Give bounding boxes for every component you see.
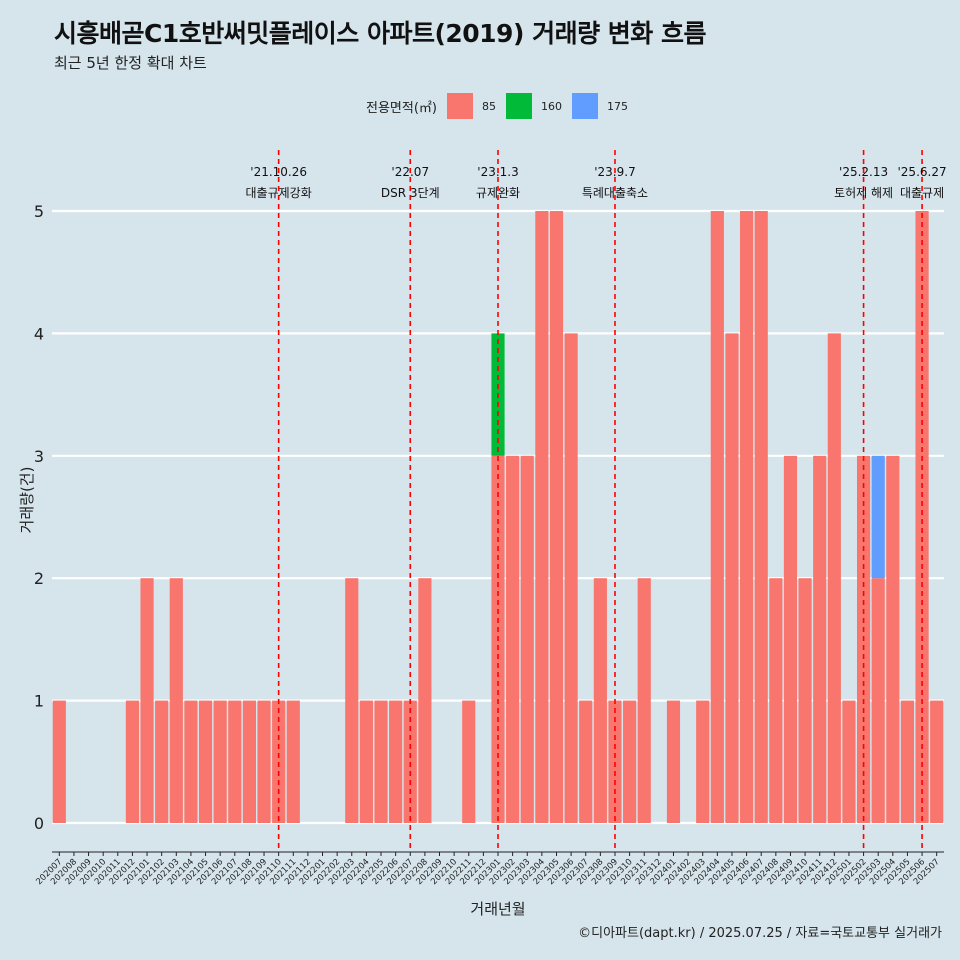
bar — [257, 700, 271, 823]
bar — [286, 700, 300, 823]
bar — [827, 333, 841, 823]
bar — [272, 700, 286, 823]
annotation-text: 대출규제강화 — [246, 186, 312, 200]
annotation-text: 대출규제 — [900, 186, 944, 200]
legend-item-160: 160 — [505, 93, 562, 119]
y-tick-label: 2 — [34, 569, 44, 588]
bar — [140, 578, 154, 823]
bar — [198, 700, 213, 823]
bar — [359, 700, 373, 823]
bar — [754, 211, 768, 823]
bar — [740, 211, 754, 823]
y-tick-label: 4 — [34, 324, 44, 343]
legend-item-175: 175 — [571, 93, 628, 119]
annotation-date: '22.07 — [391, 165, 429, 179]
bar — [915, 211, 929, 823]
bar — [184, 700, 198, 823]
annotation-date: '21.10.26 — [250, 165, 307, 179]
bar — [871, 455, 885, 579]
y-tick-label: 5 — [34, 202, 44, 221]
bar — [637, 578, 651, 823]
legend-title: 전용면적(㎡) — [366, 100, 437, 116]
bar — [608, 700, 622, 823]
annotation-date: '25.2.13 — [839, 165, 888, 179]
y-tick-label: 3 — [34, 447, 44, 466]
bar — [549, 211, 564, 823]
legend-swatch-85 — [446, 93, 473, 119]
bar — [462, 700, 476, 823]
bar — [666, 700, 681, 823]
legend-label-160: 160 — [540, 99, 562, 113]
bar — [535, 211, 549, 823]
bar — [593, 578, 607, 823]
annotation-text: DSR 3단계 — [381, 186, 440, 200]
chart-title: 시흥배곧C1호반써밋플레이스 아파트(2019) 거래량 변화 흐름 — [54, 19, 707, 48]
bar — [813, 455, 827, 823]
legend-item-85: 85 — [446, 93, 496, 119]
y-axis-title: 거래량(건) — [18, 467, 36, 534]
bar — [900, 700, 915, 823]
annotation-date: '23.9.7 — [594, 165, 635, 179]
bar — [389, 700, 403, 823]
chart-subtitle: 최근 5년 한정 확대 차트 — [54, 54, 207, 72]
x-axis-title: 거래년월 — [470, 900, 525, 918]
bar — [418, 578, 432, 823]
annotation-text: 토허제 해제 — [834, 186, 893, 200]
bar — [242, 700, 256, 823]
bar — [345, 578, 359, 823]
annotation-date: '23.1.3 — [477, 165, 518, 179]
bar — [169, 578, 183, 823]
bar — [886, 455, 900, 823]
bar — [769, 578, 783, 823]
legend-label-85: 85 — [481, 99, 496, 113]
bar — [623, 700, 637, 823]
y-tick-label: 1 — [34, 692, 44, 711]
annotation-text: 규제완화 — [476, 186, 520, 200]
bar — [52, 700, 66, 823]
bar — [842, 700, 856, 823]
bar — [228, 700, 242, 823]
annotation-text: 특례대출축소 — [582, 186, 648, 200]
bar — [579, 700, 593, 823]
bar — [783, 455, 798, 823]
bar — [520, 455, 534, 823]
legend-label-175: 175 — [606, 99, 628, 113]
bar — [374, 700, 388, 823]
bar — [798, 578, 812, 823]
legend-swatch-175 — [571, 93, 598, 119]
bar — [506, 455, 520, 823]
bar — [125, 700, 140, 823]
source-caption: ©디아파트(dapt.kr) / 2025.07.25 / 자료=국토교통부 실… — [578, 926, 942, 941]
y-tick-label: 0 — [34, 814, 44, 833]
bar — [564, 333, 578, 823]
bar — [871, 578, 885, 823]
bar — [403, 700, 417, 823]
legend-swatch-160 — [505, 93, 532, 119]
bar — [155, 700, 169, 823]
bar — [213, 700, 227, 823]
bar — [696, 700, 710, 823]
bar — [930, 700, 944, 823]
annotation-date: '25.6.27 — [898, 165, 947, 179]
legend: 전용면적(㎡) 85 160 175 — [366, 93, 638, 119]
bar — [725, 333, 739, 823]
bar — [710, 211, 724, 823]
